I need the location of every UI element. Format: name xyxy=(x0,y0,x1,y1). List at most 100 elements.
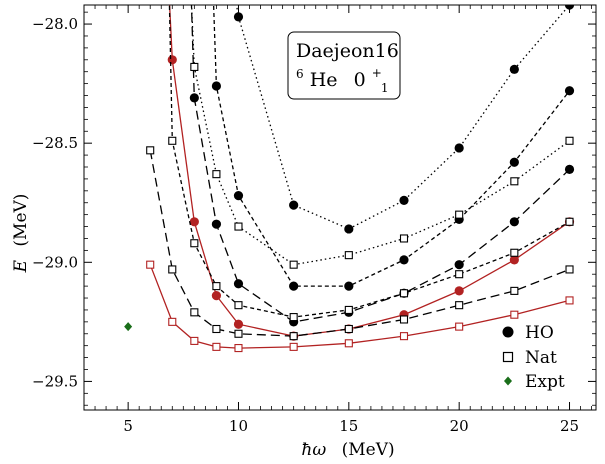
point-ho-solid-3-3 xyxy=(233,319,244,329)
point-ho-short-dash-1-2 xyxy=(289,281,299,291)
point-nat-long-dash-6-7 xyxy=(399,315,409,324)
point-ho-short-dash-1-3 xyxy=(344,281,354,291)
point-nat-dotted-4-2 xyxy=(234,222,243,231)
legend-marker-nat xyxy=(502,351,514,363)
point-ho-solid-3-1 xyxy=(189,217,199,227)
point-ho-solid-3-2 xyxy=(211,291,222,301)
point-ho-long-dash-2-8 xyxy=(564,164,575,174)
x-tick-label-20: 20 xyxy=(450,417,469,435)
legend-label-nat: Nat xyxy=(525,348,557,368)
legend: HO Nat Expt xyxy=(502,323,565,392)
point-ho-long-dash-2-1 xyxy=(211,219,222,229)
legend-label-ho: HO xyxy=(525,323,554,343)
legend-label-expt: Expt xyxy=(525,372,565,392)
point-ho-dotted-0-0 xyxy=(233,12,244,22)
point-ho-short-dash-1-4 xyxy=(399,255,409,265)
point-nat-solid-7-2 xyxy=(190,336,199,345)
point-nat-dotted-4-7 xyxy=(510,177,519,186)
point-nat-solid-7-3 xyxy=(212,342,221,351)
point-nat-long-dash-6-6 xyxy=(344,324,353,334)
point-nat-long-dash-6-9 xyxy=(510,286,519,295)
x-axis-symbol: ħω xyxy=(301,440,326,460)
point-nat-dotted-4-6 xyxy=(455,210,464,219)
point-nat-short-dash-5-2 xyxy=(212,282,221,291)
point-expt xyxy=(124,322,133,332)
point-nat-long-dash-6-5 xyxy=(289,332,298,341)
series-ho-dotted-0 xyxy=(233,5,575,234)
series-line-ho-long-dash-2 xyxy=(190,5,570,323)
point-ho-solid-3-7 xyxy=(454,286,464,296)
point-nat-long-dash-6-8 xyxy=(455,301,464,310)
y-tick-label-3: −29.5 xyxy=(32,372,78,390)
y-tick-label-2: −29.0 xyxy=(32,253,78,271)
point-nat-dotted-4-0 xyxy=(190,62,199,71)
point-nat-short-dash-5-6 xyxy=(399,289,409,298)
point-nat-long-dash-6-2 xyxy=(190,308,199,317)
point-ho-dotted-0-5 xyxy=(509,64,519,74)
x-tick-label-10: 10 xyxy=(229,417,248,435)
point-nat-short-dash-5-8 xyxy=(510,248,519,257)
annotation-mass-number: 6 xyxy=(296,67,304,81)
y-axis-unit: (MeV) xyxy=(11,194,31,247)
ticks-layer: 5 10 15 20 25 −28.0 −28.5 −29.0 −29.5 xyxy=(32,5,596,435)
series-nat-solid-7 xyxy=(146,260,574,353)
annotation-spin: 0 xyxy=(354,69,366,91)
y-tick-label-0: −28.0 xyxy=(32,15,78,33)
point-nat-solid-7-6 xyxy=(344,339,353,348)
point-nat-solid-7-5 xyxy=(289,342,298,351)
point-ho-long-dash-2-0 xyxy=(189,93,199,103)
point-ho-short-dash-1-0 xyxy=(211,81,222,91)
x-tick-label-15: 15 xyxy=(339,417,358,435)
point-ho-long-dash-2-2 xyxy=(233,279,244,289)
series-nat-short-dash-5 xyxy=(168,5,574,322)
point-nat-long-dash-6-1 xyxy=(168,265,177,274)
point-nat-dotted-4-8 xyxy=(565,136,574,145)
point-nat-solid-7-0 xyxy=(146,260,155,269)
point-nat-long-dash-6-10 xyxy=(565,265,574,274)
point-ho-dotted-0-1 xyxy=(289,200,299,210)
point-nat-short-dash-5-3 xyxy=(234,301,243,310)
point-ho-long-dash-2-6 xyxy=(454,260,464,270)
y-tick-label-1: −28.5 xyxy=(32,134,78,152)
point-nat-long-dash-6-3 xyxy=(212,324,221,334)
point-nat-short-dash-5-9 xyxy=(565,217,574,226)
annotation-parity: + xyxy=(372,66,382,80)
plot-frame xyxy=(83,4,597,411)
point-nat-long-dash-6-4 xyxy=(234,329,243,338)
point-nat-solid-7-4 xyxy=(234,344,243,353)
point-ho-solid-3-8 xyxy=(509,255,519,265)
point-ho-short-dash-1-1 xyxy=(233,190,244,201)
point-ho-dotted-0-4 xyxy=(454,143,464,153)
x-tick-label-25: 25 xyxy=(560,417,579,435)
series-line-ho-dotted-0 xyxy=(235,5,570,230)
point-nat-short-dash-5-7 xyxy=(455,270,464,279)
series-line-nat-dotted-4 xyxy=(190,5,570,266)
annotation-interaction: Daejeon16 xyxy=(296,40,399,62)
y-axis-label: E (MeV) xyxy=(11,194,31,274)
point-nat-short-dash-5-5 xyxy=(344,305,353,314)
point-nat-dotted-4-3 xyxy=(289,260,298,269)
annotation-state: 6 He 0 + 1 xyxy=(296,60,388,95)
point-nat-solid-7-7 xyxy=(399,332,409,341)
plot-layer xyxy=(124,5,575,353)
point-ho-dotted-0-2 xyxy=(344,224,354,234)
point-nat-short-dash-5-1 xyxy=(190,239,199,248)
point-nat-dotted-4-4 xyxy=(344,251,353,260)
point-nat-solid-7-8 xyxy=(455,322,464,331)
point-ho-long-dash-2-7 xyxy=(509,217,519,227)
point-nat-solid-7-9 xyxy=(510,310,519,319)
x-tick-label-5: 5 xyxy=(123,417,133,435)
point-nat-short-dash-5-4 xyxy=(289,313,298,322)
series-nat-long-dash-6 xyxy=(146,146,574,341)
point-nat-dotted-4-1 xyxy=(212,170,221,179)
x-axis-unit: (MeV) xyxy=(342,440,395,460)
point-ho-short-dash-1-7 xyxy=(564,86,575,96)
point-nat-long-dash-6-0 xyxy=(146,146,155,155)
legend-marker-ho xyxy=(502,326,514,338)
y-axis-symbol: E xyxy=(11,259,31,273)
annotation-element: He xyxy=(310,69,338,91)
point-nat-dotted-4-5 xyxy=(399,234,409,243)
point-ho-solid-3-0 xyxy=(167,55,177,65)
x-axis-label: ħω (MeV) xyxy=(301,440,394,460)
